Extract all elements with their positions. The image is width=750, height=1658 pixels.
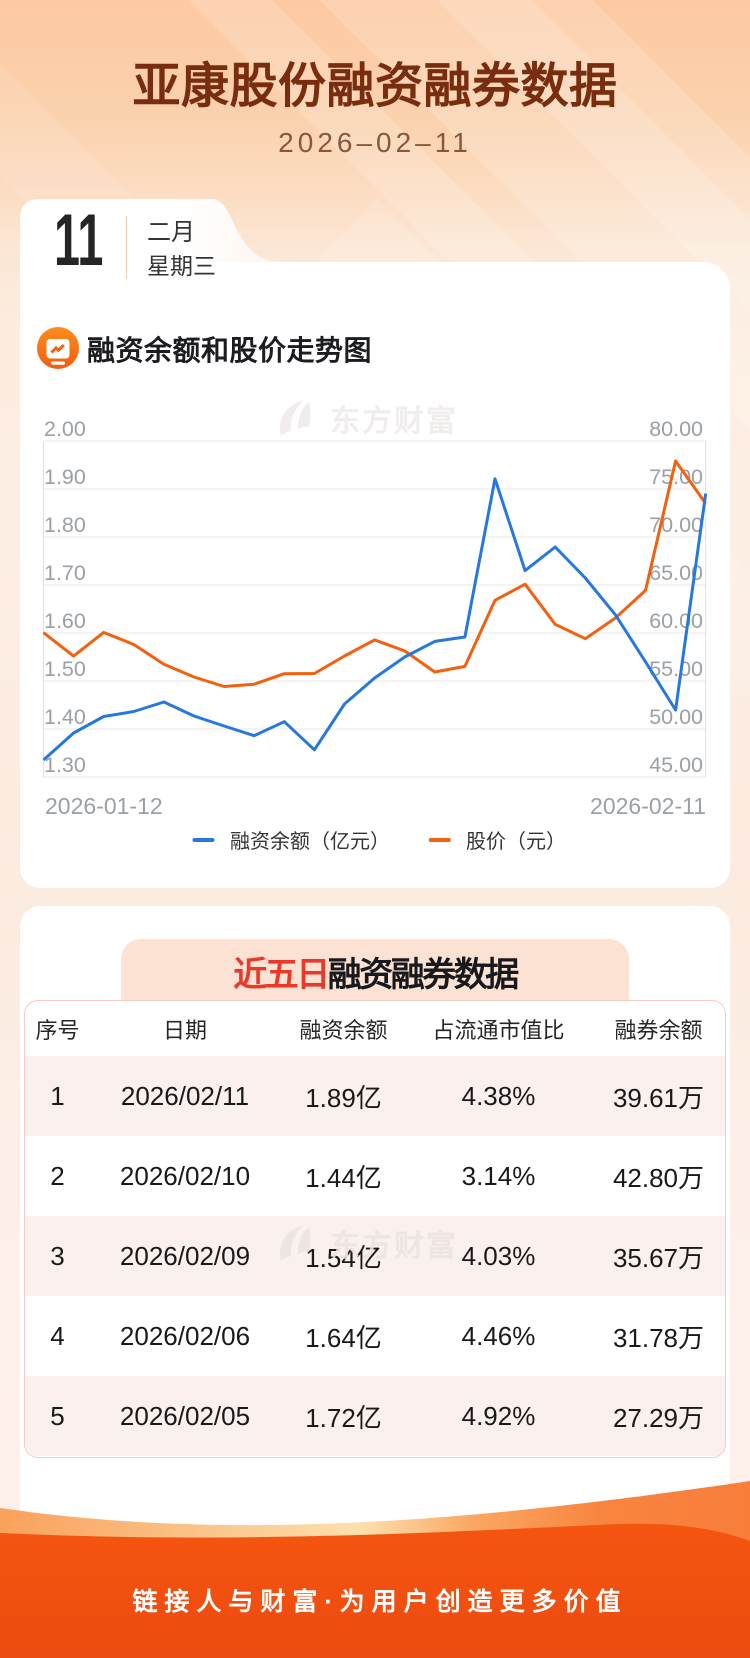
svg-text:1.70: 1.70 (44, 561, 86, 585)
svg-text:1.80: 1.80 (44, 513, 86, 537)
svg-text:1.30: 1.30 (44, 753, 86, 777)
svg-text:2026-01-12: 2026-01-12 (45, 793, 163, 819)
svg-text:股价（元）: 股价（元） (466, 830, 566, 853)
svg-text:1.40: 1.40 (44, 705, 86, 729)
svg-text:60.00: 60.00 (649, 609, 703, 633)
svg-text:55.00: 55.00 (649, 657, 703, 681)
svg-text:1.60: 1.60 (44, 609, 86, 633)
svg-text:2026-02-11: 2026-02-11 (590, 793, 706, 819)
svg-text:融资余额（亿元）: 融资余额（亿元） (230, 830, 390, 853)
svg-text:1.90: 1.90 (44, 465, 86, 489)
svg-text:75.00: 75.00 (649, 465, 703, 489)
svg-text:1.50: 1.50 (44, 657, 86, 681)
svg-text:2.00: 2.00 (44, 420, 86, 441)
svg-text:80.00: 80.00 (649, 420, 703, 441)
svg-text:45.00: 45.00 (649, 753, 703, 777)
